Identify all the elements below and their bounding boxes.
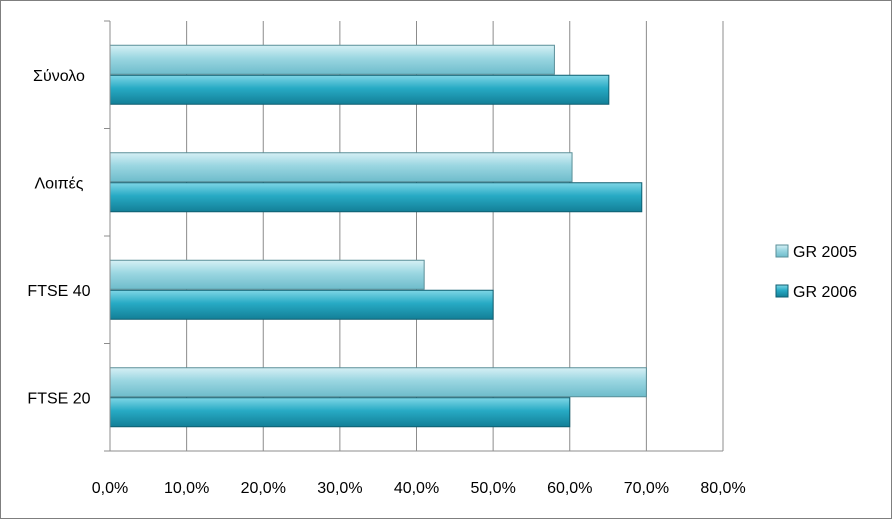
x-tick-label: 60,0% <box>547 480 592 497</box>
legend-label: GR 2005 <box>793 244 857 261</box>
legend-label: GR 2006 <box>793 284 857 301</box>
bar-gr-2006 <box>109 182 643 213</box>
x-tick-label: 30,0% <box>317 480 362 497</box>
bar-gr-2006 <box>109 397 571 428</box>
category-label: FTSE 20 <box>27 390 90 407</box>
category-label: Λοιπές <box>34 175 83 192</box>
x-tick-label: 80,0% <box>700 480 745 497</box>
x-tick-label: 0,0% <box>92 480 128 497</box>
legend-swatch <box>775 284 789 298</box>
bar-gr-2005 <box>109 44 555 75</box>
axes: 0,0% 10,0% 20,0% 30,0% 40,0% 50,0% 60,0% 70,0% 8… <box>27 20 746 497</box>
x-tick-label: 40,0% <box>394 480 439 497</box>
bar-gr-2005 <box>109 367 647 398</box>
x-tick-label: 50,0% <box>470 480 515 497</box>
x-tick-label: 70,0% <box>624 480 669 497</box>
bars <box>109 44 647 428</box>
legend-swatch <box>775 244 789 258</box>
category-label: FTSE 40 <box>27 283 90 300</box>
bar-gr-2005 <box>109 152 573 183</box>
bar-gr-2006 <box>109 74 610 105</box>
category-label: Σύνολο <box>33 68 85 85</box>
legend: GR 2005 GR 2006 <box>775 244 857 301</box>
x-tick-label: 20,0% <box>241 480 286 497</box>
x-tick-label: 10,0% <box>164 480 209 497</box>
bar-gr-2005 <box>109 259 425 290</box>
bar-gr-2006 <box>109 289 494 320</box>
